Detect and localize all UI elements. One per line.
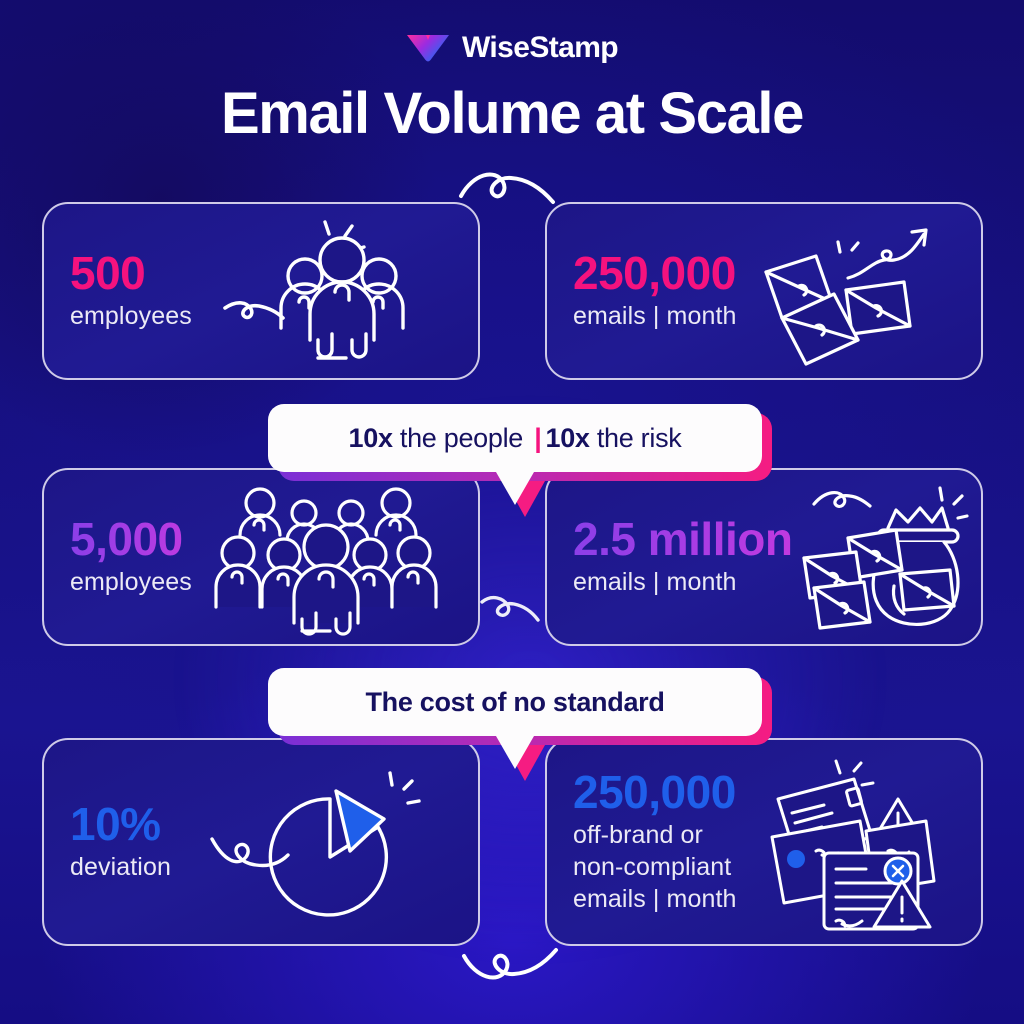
stat-label: employees bbox=[70, 567, 192, 596]
stat-card-text: 2.5 million emails | month bbox=[573, 513, 793, 598]
stat-card-illustration bbox=[792, 482, 970, 632]
stat-label: emails | month bbox=[573, 301, 737, 330]
stat-label: deviation bbox=[70, 852, 171, 881]
stat-card-text: 500 employees bbox=[70, 250, 192, 332]
stat-card-illustration bbox=[192, 216, 460, 366]
stat-card-text: 5,000 employees bbox=[70, 516, 192, 598]
non-compliant-documents-warning-icon bbox=[770, 759, 936, 930]
wisestamp-w-mark-icon bbox=[406, 35, 449, 62]
stat-card-text: 250,000 emails | month bbox=[573, 250, 737, 332]
banner-text: The cost of no standard bbox=[365, 686, 665, 717]
banner-text: 10x the people | 10x the risk bbox=[348, 422, 682, 453]
stat-card-emails-25m: 2.5 million emails | month bbox=[545, 468, 983, 646]
brand-logo: WiseStamp bbox=[0, 26, 1024, 70]
banner-body: The cost of no standard bbox=[268, 668, 762, 736]
callout-banner-10x: 10x the people | 10x the risk bbox=[268, 404, 772, 481]
mail-sack-envelopes-icon bbox=[802, 486, 970, 630]
loop-squiggle-icon-middle bbox=[480, 595, 540, 622]
stat-value: 250,000 bbox=[573, 247, 736, 300]
stat-card-illustration bbox=[737, 755, 963, 930]
banner-bold-1: 10x bbox=[348, 422, 393, 453]
stat-card-deviation: 10% deviation bbox=[42, 738, 480, 946]
three-people-group-icon bbox=[223, 220, 405, 360]
stat-card-illustration bbox=[171, 757, 460, 927]
stat-card-text: 10% deviation bbox=[70, 801, 171, 883]
brand-name: WiseStamp bbox=[461, 31, 619, 64]
stat-card-text: 250,000 off-brand or non-compliant email… bbox=[573, 769, 737, 915]
banner-separator: | bbox=[534, 422, 542, 453]
banner-body: 10x the people | 10x the risk bbox=[268, 404, 762, 472]
stat-label: employees bbox=[70, 301, 192, 330]
stat-card-offbrand: 250,000 off-brand or non-compliant email… bbox=[545, 738, 983, 946]
banner-text-1: the people bbox=[392, 422, 531, 453]
stat-card-employees-5000: 5,000 employees bbox=[42, 468, 480, 646]
crowd-of-people-icon bbox=[214, 487, 438, 636]
stat-label: emails | month bbox=[573, 567, 737, 596]
stat-value: 5,000 bbox=[70, 516, 192, 563]
stat-card-emails-250k: 250,000 emails | month bbox=[545, 202, 983, 380]
stat-card-illustration bbox=[737, 216, 963, 366]
callout-banner-cost: The cost of no standard bbox=[268, 668, 772, 745]
stat-value: 500 bbox=[70, 247, 146, 300]
pie-chart-exploded-slice-icon bbox=[210, 771, 421, 917]
stat-value: 2.5 million bbox=[573, 513, 793, 566]
banner-bold-2: 10x bbox=[545, 422, 590, 453]
stat-label: off-brand or non-compliant emails | mont… bbox=[573, 820, 737, 913]
stat-card-illustration bbox=[192, 481, 460, 636]
flying-envelopes-arrow-icon bbox=[764, 228, 928, 366]
loop-squiggle-icon-bottom bbox=[462, 948, 558, 980]
stat-card-employees-500: 500 employees bbox=[42, 202, 480, 380]
loop-squiggle-icon-top bbox=[459, 172, 555, 204]
stat-value: 10% bbox=[70, 798, 161, 851]
page-title: Email Volume at Scale bbox=[220, 81, 804, 146]
banner-text-2: the risk bbox=[589, 422, 682, 453]
stat-value: 250,000 bbox=[573, 766, 736, 819]
